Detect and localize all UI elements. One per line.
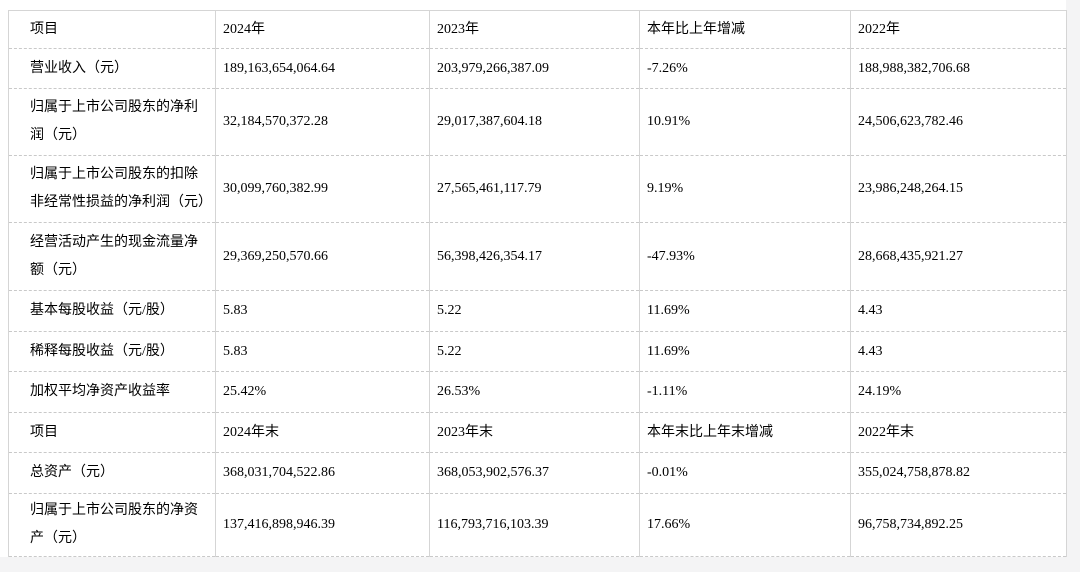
financial-summary-table: 项目 2024年 2023年 本年比上年增减 2022年 营业收入（元） 189…	[8, 10, 1067, 557]
value-cell: 32,184,570,372.28	[215, 88, 430, 156]
table-row-net-profit-excl-nonrecurring: 归属于上市公司股东的扣除非经常性损益的净利润（元） 30,099,760,382…	[8, 155, 1067, 223]
row-label-cell: 基本每股收益（元/股）	[8, 290, 216, 332]
value-cell: 355,024,758,878.82	[850, 452, 1067, 494]
value-cell: 24,506,623,782.46	[850, 88, 1067, 156]
table-header-row-year-end: 项目 2024年末 2023年末 本年末比上年末增减 2022年末	[8, 412, 1067, 453]
header-cell-2024: 2024年	[215, 10, 430, 49]
header-cell-2022-end: 2022年末	[850, 412, 1067, 453]
value-cell: 4.43	[850, 331, 1067, 372]
value-cell: 188,988,382,706.68	[850, 48, 1067, 89]
value-cell: 11.69%	[639, 331, 851, 372]
value-cell: 4.43	[850, 290, 1067, 332]
header-cell-year-end-change: 本年末比上年末增减	[639, 412, 851, 453]
value-cell: 5.83	[215, 290, 430, 332]
value-cell: 203,979,266,387.09	[429, 48, 640, 89]
table-row-diluted-eps: 稀释每股收益（元/股） 5.83 5.22 11.69% 4.43	[8, 331, 1067, 372]
table-row-net-assets: 归属于上市公司股东的净资产（元） 137,416,898,946.39 116,…	[8, 493, 1067, 557]
value-cell: 5.22	[429, 331, 640, 372]
table-row-basic-eps: 基本每股收益（元/股） 5.83 5.22 11.69% 4.43	[8, 290, 1067, 332]
value-cell: 29,017,387,604.18	[429, 88, 640, 156]
value-cell: -0.01%	[639, 452, 851, 494]
value-cell: 96,758,734,892.25	[850, 493, 1067, 557]
table-row-revenue: 营业收入（元） 189,163,654,064.64 203,979,266,3…	[8, 48, 1067, 89]
header-cell-item: 项目	[8, 412, 216, 453]
header-cell-item: 项目	[8, 10, 216, 49]
value-cell: 368,031,704,522.86	[215, 452, 430, 494]
value-cell: 368,053,902,576.37	[429, 452, 640, 494]
header-cell-yoy-change: 本年比上年增减	[639, 10, 851, 49]
table-header-row-annual: 项目 2024年 2023年 本年比上年增减 2022年	[8, 10, 1067, 49]
value-cell: 24.19%	[850, 371, 1067, 413]
row-label-cell: 稀释每股收益（元/股）	[8, 331, 216, 372]
value-cell: 189,163,654,064.64	[215, 48, 430, 89]
value-cell: 11.69%	[639, 290, 851, 332]
row-label-cell: 总资产（元）	[8, 452, 216, 494]
value-cell: 9.19%	[639, 155, 851, 223]
value-cell: -1.11%	[639, 371, 851, 413]
document-content-area: 项目 2024年 2023年 本年比上年增减 2022年 营业收入（元） 189…	[0, 0, 1067, 557]
row-label-cell: 营业收入（元）	[8, 48, 216, 89]
value-cell: 25.42%	[215, 371, 430, 413]
table-row-weighted-avg-roe: 加权平均净资产收益率 25.42% 26.53% -1.11% 24.19%	[8, 371, 1067, 413]
table-row-total-assets: 总资产（元） 368,031,704,522.86 368,053,902,57…	[8, 452, 1067, 494]
value-cell: 56,398,426,354.17	[429, 222, 640, 291]
value-cell: 17.66%	[639, 493, 851, 557]
value-cell: 5.83	[215, 331, 430, 372]
value-cell: 5.22	[429, 290, 640, 332]
header-cell-2023: 2023年	[429, 10, 640, 49]
value-cell: 116,793,716,103.39	[429, 493, 640, 557]
table-row-operating-cash-flow: 经营活动产生的现金流量净额（元） 29,369,250,570.66 56,39…	[8, 222, 1067, 291]
table-row-net-profit: 归属于上市公司股东的净利润（元） 32,184,570,372.28 29,01…	[8, 88, 1067, 156]
header-cell-2024-end: 2024年末	[215, 412, 430, 453]
value-cell: -7.26%	[639, 48, 851, 89]
value-cell: 27,565,461,117.79	[429, 155, 640, 223]
row-label-cell: 归属于上市公司股东的净资产（元）	[8, 493, 216, 557]
row-label-cell: 加权平均净资产收益率	[8, 371, 216, 413]
value-cell: 29,369,250,570.66	[215, 222, 430, 291]
header-cell-2023-end: 2023年末	[429, 412, 640, 453]
value-cell: 26.53%	[429, 371, 640, 413]
value-cell: -47.93%	[639, 222, 851, 291]
value-cell: 30,099,760,382.99	[215, 155, 430, 223]
value-cell: 10.91%	[639, 88, 851, 156]
value-cell: 28,668,435,921.27	[850, 222, 1067, 291]
row-label-cell: 归属于上市公司股东的净利润（元）	[8, 88, 216, 156]
row-label-cell: 经营活动产生的现金流量净额（元）	[8, 222, 216, 291]
value-cell: 137,416,898,946.39	[215, 493, 430, 557]
header-cell-2022: 2022年	[850, 10, 1067, 49]
value-cell: 23,986,248,264.15	[850, 155, 1067, 223]
row-label-cell: 归属于上市公司股东的扣除非经常性损益的净利润（元）	[8, 155, 216, 223]
